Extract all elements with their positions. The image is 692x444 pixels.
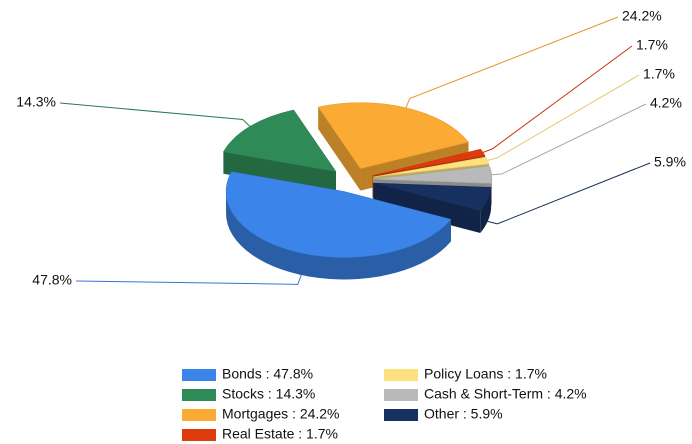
- legend-swatch: [182, 429, 216, 441]
- legend-label: Mortgages : 24.2%: [222, 406, 340, 422]
- legend-swatch: [182, 369, 216, 381]
- callout-line: [75, 274, 302, 285]
- slice-side: [226, 191, 451, 280]
- value-label: 1.7%: [643, 66, 675, 82]
- callout-line: [491, 103, 647, 176]
- legend-label: Bonds : 47.8%: [222, 366, 313, 382]
- slice: [373, 182, 492, 212]
- legend-swatch: [182, 389, 216, 401]
- legend-swatch: [384, 389, 418, 401]
- slice-face: [373, 183, 481, 233]
- callout-line: [482, 45, 633, 153]
- legend-swatch: [384, 409, 418, 421]
- value-label: 5.9%: [654, 154, 686, 170]
- legend-label: Real Estate : 1.7%: [222, 426, 338, 442]
- callout-line: [487, 74, 640, 161]
- slice-face: [223, 151, 336, 194]
- legend-label: Cash & Short-Term : 4.2%: [424, 386, 587, 402]
- value-label: 1.7%: [636, 37, 668, 53]
- value-label: 24.2%: [622, 8, 662, 24]
- value-label: 14.3%: [16, 94, 56, 110]
- callout-line: [405, 16, 619, 108]
- slice-face: [318, 107, 361, 191]
- slice: [225, 171, 452, 258]
- value-label: 47.8%: [32, 272, 72, 288]
- value-label: 4.2%: [650, 95, 682, 111]
- callout-line: [487, 162, 651, 225]
- legend-swatch: [384, 369, 418, 381]
- legend-label: Stocks : 14.3%: [222, 386, 315, 402]
- slice-side: [480, 187, 492, 233]
- legend-label: Other : 5.9%: [424, 406, 503, 422]
- callout-line: [59, 102, 251, 127]
- slice: [317, 102, 469, 169]
- legend-swatch: [182, 409, 216, 421]
- slice: [372, 148, 486, 176]
- legend-label: Policy Loans : 1.7%: [424, 366, 547, 382]
